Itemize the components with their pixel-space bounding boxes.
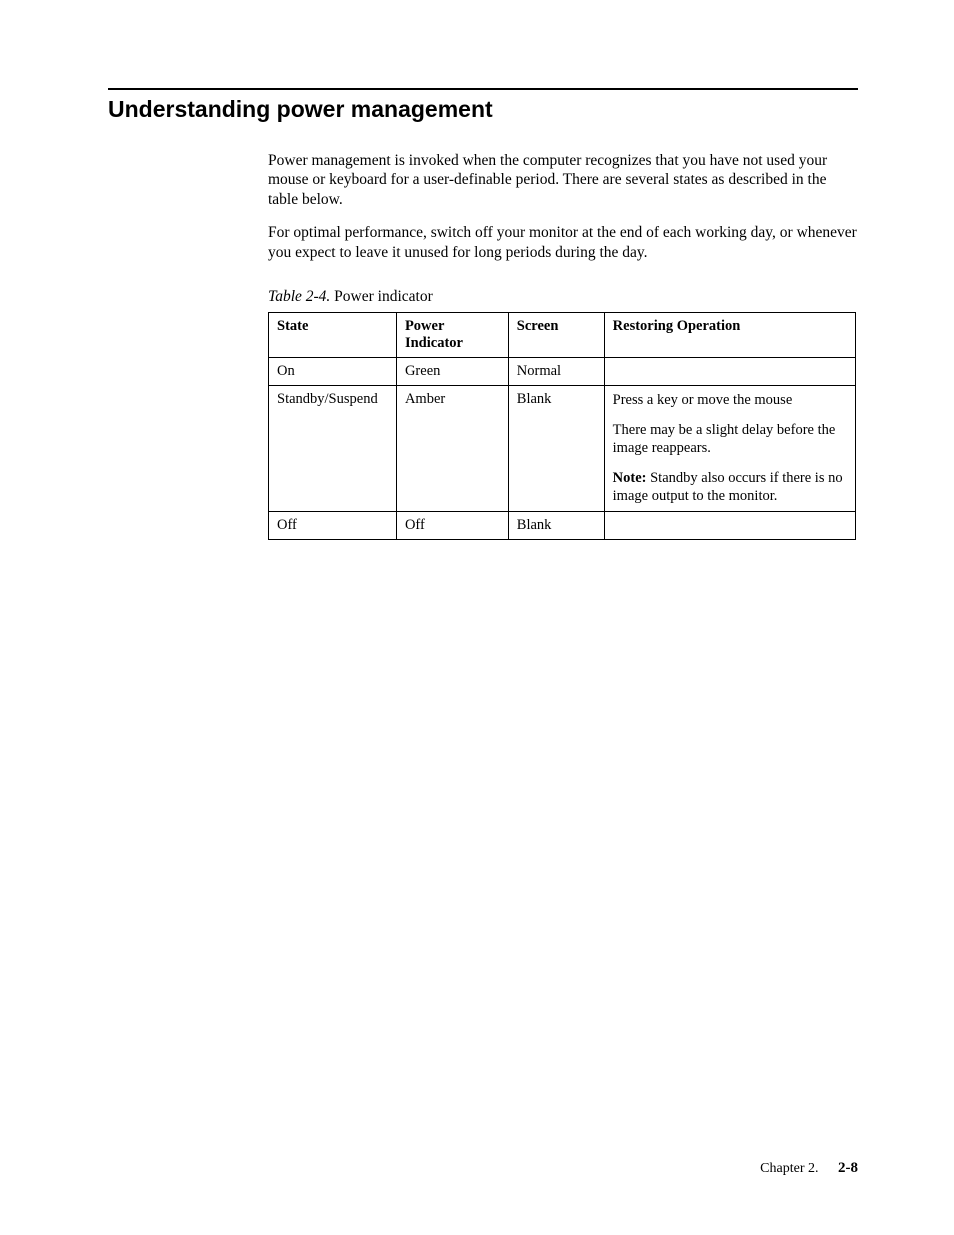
col-header-restore: Restoring Operation: [604, 312, 855, 357]
cell-restore: [604, 511, 855, 539]
table-caption-label: Table 2-4.: [268, 288, 330, 305]
page-footer: Chapter 2. 2-8: [760, 1160, 858, 1177]
table-row: Off Off Blank: [269, 511, 856, 539]
cell-state: Off: [269, 511, 397, 539]
footer-page-number: 2-8: [838, 1160, 858, 1176]
restore-line: There may be a slight delay before the i…: [613, 421, 847, 457]
table-caption-text: Power indicator: [334, 288, 433, 305]
intro-paragraph-2: For optimal performance, switch off your…: [268, 223, 858, 262]
cell-screen: Blank: [508, 511, 604, 539]
cell-restore: [604, 357, 855, 385]
body-content: Power management is invoked when the com…: [268, 151, 858, 540]
col-header-state: State: [269, 312, 397, 357]
col-header-screen: Screen: [508, 312, 604, 357]
note-label: Note:: [613, 470, 647, 486]
power-indicator-table: State Power Indicator Screen Restoring O…: [268, 312, 856, 540]
restore-line: Press a key or move the mouse: [613, 391, 847, 409]
table-caption: Table 2-4. Power indicator: [268, 288, 858, 306]
table-row: On Green Normal: [269, 357, 856, 385]
intro-paragraph-1: Power management is invoked when the com…: [268, 151, 858, 209]
table-header-row: State Power Indicator Screen Restoring O…: [269, 312, 856, 357]
cell-restore: Press a key or move the mouse There may …: [604, 385, 855, 511]
cell-indicator: Off: [396, 511, 508, 539]
col-header-indicator: Power Indicator: [396, 312, 508, 357]
footer-chapter: Chapter 2.: [760, 1161, 818, 1176]
cell-screen: Normal: [508, 357, 604, 385]
cell-state: Standby/Suspend: [269, 385, 397, 511]
table-row: Standby/Suspend Amber Blank Press a key …: [269, 385, 856, 511]
cell-indicator: Green: [396, 357, 508, 385]
cell-state: On: [269, 357, 397, 385]
cell-screen: Blank: [508, 385, 604, 511]
restore-line: Note: Standby also occurs if there is no…: [613, 469, 847, 505]
document-page: Understanding power management Power man…: [0, 0, 954, 540]
cell-indicator: Amber: [396, 385, 508, 511]
section-heading: Understanding power management: [108, 96, 858, 123]
note-text: Standby also occurs if there is no image…: [613, 470, 843, 504]
top-rule: [108, 88, 858, 90]
